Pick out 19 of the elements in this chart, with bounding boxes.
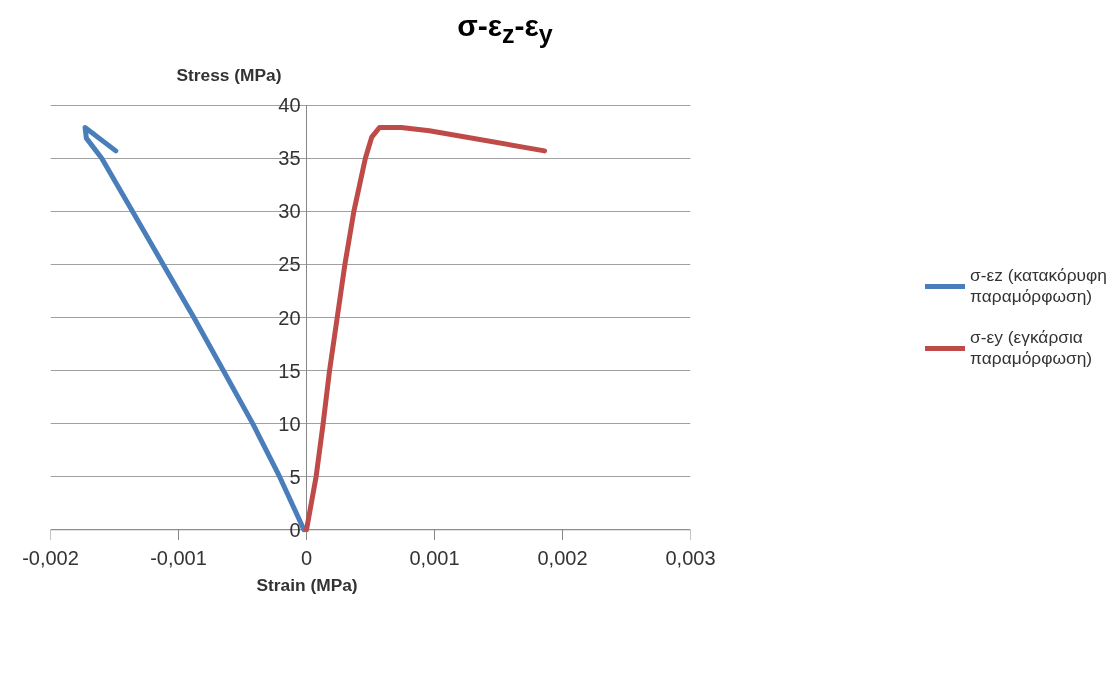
x-tick-label: 0,003 bbox=[665, 546, 716, 569]
x-tick-label: -0,002 bbox=[22, 546, 79, 569]
y-tick-label: 25 bbox=[278, 253, 301, 276]
y-tick-label: 30 bbox=[278, 200, 301, 223]
x-axis-title: Strain (MPa) bbox=[256, 574, 358, 595]
y-tick-label: 40 bbox=[278, 94, 301, 117]
y-tick-label: 0 bbox=[289, 518, 301, 541]
y-tick-label: 5 bbox=[289, 465, 301, 488]
legend-label: σ-εy (εγκάρσια παραμόρφωση) bbox=[970, 327, 1093, 369]
y-axis-title: Stress (MPa) bbox=[176, 65, 282, 85]
y-tick-label: 15 bbox=[278, 359, 301, 382]
x-tick-label: 0,002 bbox=[537, 546, 588, 569]
x-tick-label: -0,001 bbox=[150, 546, 207, 569]
y-tick-label: 35 bbox=[278, 147, 301, 170]
chart-title: σ-ε$_{z}$-ε$_{y}$ bbox=[457, 8, 553, 50]
legend-label: σ-εz (κατακόρυφη παραμόρφωση) bbox=[970, 265, 1107, 307]
x-tick-label: 0,001 bbox=[409, 546, 460, 569]
y-tick-label: 10 bbox=[278, 412, 301, 435]
y-tick-label: 20 bbox=[278, 306, 301, 329]
